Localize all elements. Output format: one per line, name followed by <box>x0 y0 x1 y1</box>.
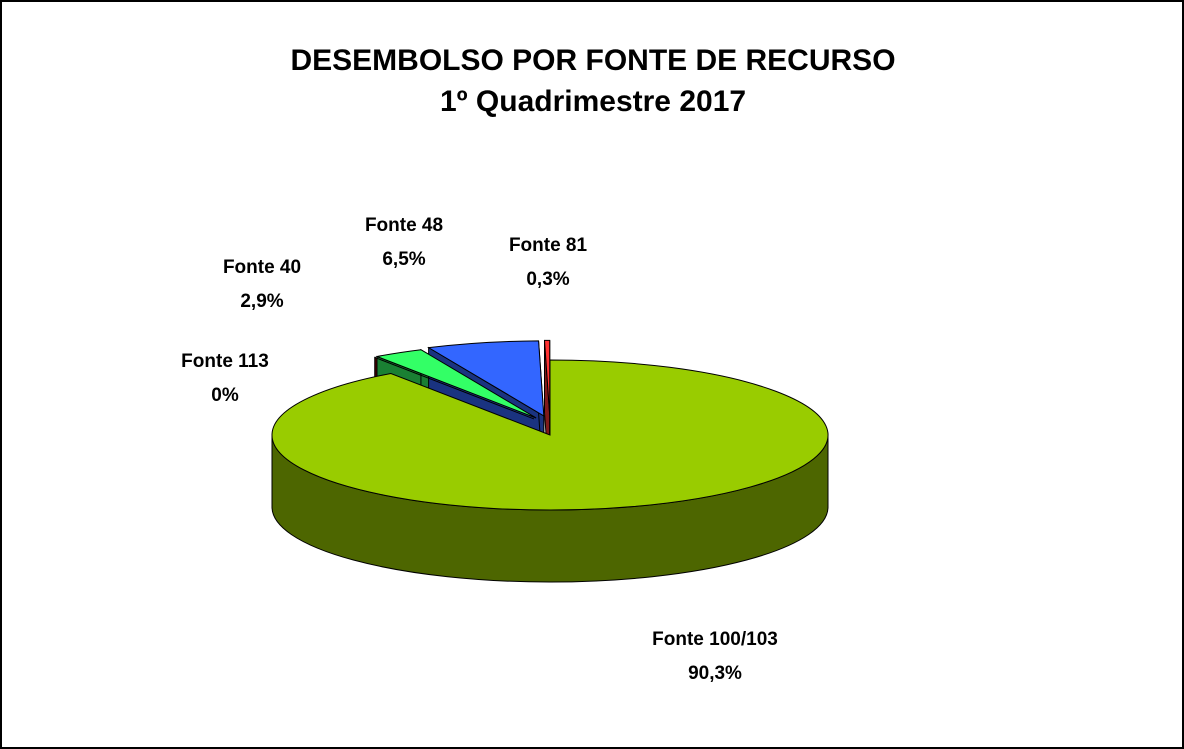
slice-value-label: 0,3% <box>526 269 569 290</box>
slice-value-label: 6,5% <box>382 249 425 270</box>
slice-value-label: 90,3% <box>688 663 742 684</box>
slice-label: Fonte 81 <box>509 235 588 256</box>
slice-label: Fonte 113 <box>181 351 269 372</box>
pie-slice <box>271 359 829 511</box>
slice-label: Fonte 40 <box>223 257 301 278</box>
pie-slice <box>375 349 537 419</box>
slice-label: Fonte 100/103 <box>652 629 778 650</box>
slice-value-label: 2,9% <box>240 291 283 312</box>
slice-tops <box>271 339 829 511</box>
pie-slice <box>543 339 551 416</box>
slice-value-label: 0% <box>211 385 239 406</box>
pie-slice <box>374 356 535 420</box>
chart-title: DESEMBOLSO POR FONTE DE RECURSO <box>290 44 895 77</box>
slice-label: Fonte 48 <box>365 215 443 236</box>
chart-subtitle: 1º Quadrimestre 2017 <box>440 85 746 118</box>
pie-slice <box>427 340 545 417</box>
